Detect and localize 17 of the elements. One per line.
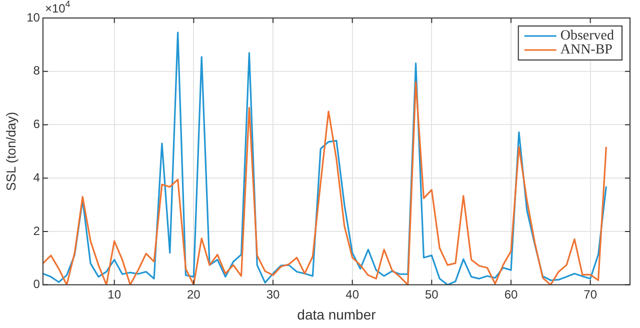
- y-tick-label: 6: [33, 117, 40, 132]
- legend-label: ANN-BP: [560, 42, 613, 58]
- x-tick-label: 20: [187, 287, 201, 302]
- y-axis-title: SSL (ton/day): [3, 112, 18, 191]
- y-tick-label: 4: [33, 170, 40, 184]
- legend-label: Observed: [560, 28, 614, 44]
- x-tick-label: 40: [346, 287, 360, 302]
- x-tick-label: 70: [584, 287, 598, 302]
- x-tick-label: 10: [108, 287, 122, 302]
- x-axis-title: data number: [297, 306, 376, 322]
- x-tick-label: 50: [424, 287, 439, 302]
- y-tick-label: 0: [33, 277, 40, 292]
- y-tick-label: 2: [33, 224, 40, 238]
- x-tick-label: 60: [504, 287, 518, 302]
- y-tick-label: 10: [26, 10, 40, 24]
- y-tick-label: 8: [33, 64, 40, 78]
- x-tick-label: 30: [266, 287, 280, 302]
